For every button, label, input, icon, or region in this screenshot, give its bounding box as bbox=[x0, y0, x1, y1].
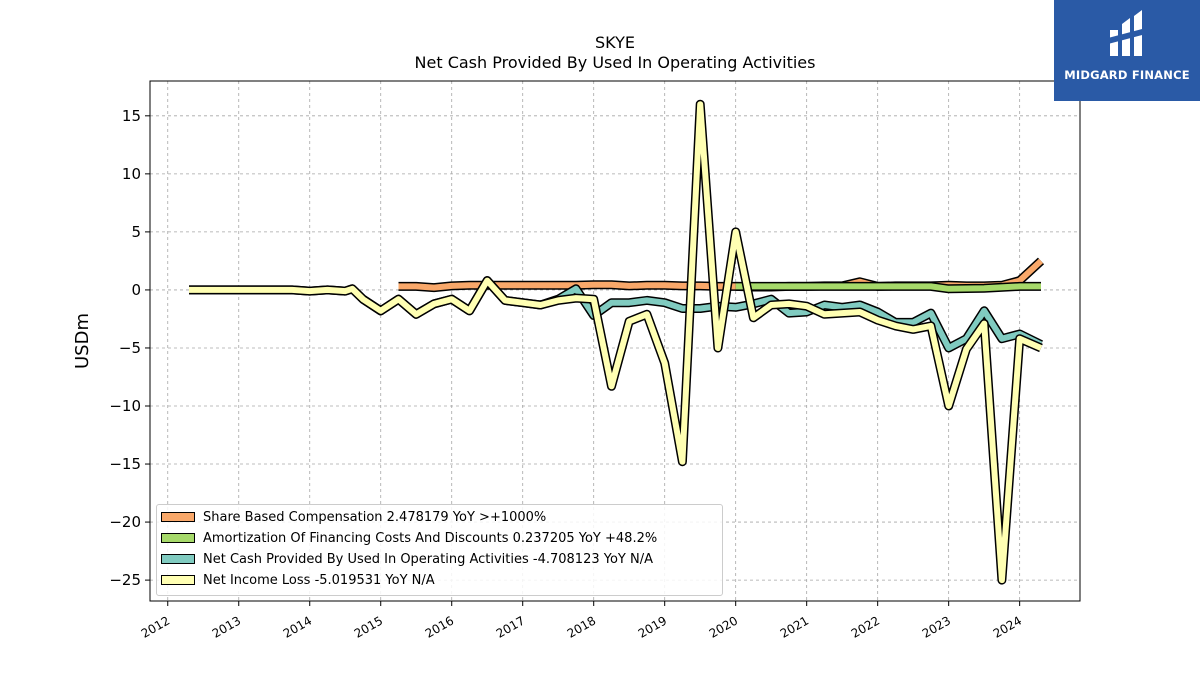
x-tick-label: 2018 bbox=[565, 613, 598, 640]
y-tick-label: 5 bbox=[131, 223, 141, 241]
y-tick-label: −5 bbox=[119, 339, 141, 357]
legend-label: Share Based Compensation 2.478179 YoY >+… bbox=[203, 509, 547, 525]
x-tick-label: 2017 bbox=[494, 613, 527, 640]
x-tick-label: 2019 bbox=[636, 613, 669, 640]
legend-item: Amortization Of Financing Costs And Disc… bbox=[161, 529, 657, 547]
x-tick-label: 2024 bbox=[991, 613, 1024, 640]
y-axis-label: USDm bbox=[72, 313, 93, 369]
x-tick-label: 2023 bbox=[920, 613, 953, 640]
legend-label: Net Cash Provided By Used In Operating A… bbox=[203, 551, 653, 567]
brand-logo: MIDGARD FINANCE bbox=[1054, 0, 1200, 101]
y-tick-label: −25 bbox=[109, 571, 141, 589]
legend-item: Net Income Loss -5.019531 YoY N/A bbox=[161, 571, 435, 589]
y-axis: 15 10 5 0 −5 −10 −15 −20 −25 bbox=[109, 107, 150, 589]
x-tick-label: 2020 bbox=[707, 613, 740, 640]
y-tick-label: −10 bbox=[109, 397, 141, 415]
x-tick-label: 2015 bbox=[352, 613, 385, 640]
y-tick-label: 10 bbox=[122, 165, 141, 183]
legend-item: Share Based Compensation 2.478179 YoY >+… bbox=[161, 508, 546, 526]
y-tick-label: −20 bbox=[109, 513, 141, 531]
x-tick-label: 2021 bbox=[778, 613, 811, 640]
legend-label: Net Income Loss -5.019531 YoY N/A bbox=[203, 572, 435, 588]
legend-swatch bbox=[161, 554, 195, 564]
x-tick-label: 2013 bbox=[210, 613, 243, 640]
plot-frame bbox=[149, 80, 1081, 602]
series-lines bbox=[189, 99, 1045, 585]
legend-swatch bbox=[161, 512, 195, 522]
legend-swatch bbox=[161, 575, 195, 585]
legend-label: Amortization Of Financing Costs And Disc… bbox=[203, 530, 658, 546]
y-tick-label: 0 bbox=[131, 281, 141, 299]
series-line-fill bbox=[735, 283, 1041, 292]
series-line bbox=[189, 99, 1043, 585]
logo-mark-icon bbox=[1108, 10, 1146, 56]
x-tick-label: 2012 bbox=[139, 613, 172, 640]
legend: Share Based Compensation 2.478179 YoY >+… bbox=[156, 504, 723, 596]
legend-swatch bbox=[161, 533, 195, 543]
logo-text: MIDGARD FINANCE bbox=[1064, 68, 1190, 82]
x-tick-label: 2022 bbox=[849, 613, 882, 640]
y-tick-label: 15 bbox=[122, 107, 141, 125]
chart-subtitle: Net Cash Provided By Used In Operating A… bbox=[414, 53, 816, 72]
y-tick-label: −15 bbox=[109, 455, 141, 473]
series-line-fill bbox=[189, 101, 1043, 584]
x-tick-label: 2014 bbox=[281, 613, 314, 640]
legend-item: Net Cash Provided By Used In Operating A… bbox=[161, 550, 653, 568]
chart-title: SKYE bbox=[595, 33, 635, 52]
x-tick-label: 2016 bbox=[423, 613, 456, 640]
x-axis: 2012 2013 2014 2015 2016 2017 2018 2019 2020 2021… bbox=[139, 601, 1024, 641]
series-line bbox=[735, 281, 1041, 294]
